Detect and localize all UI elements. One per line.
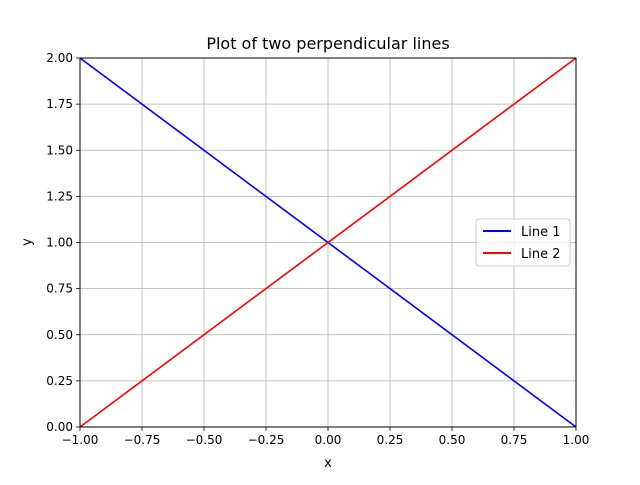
legend: Line 1 Line 2 [475,218,571,267]
x-tick-label: 0.00 [315,433,342,447]
legend-label-line-1: Line 1 [521,225,561,240]
y-axis-label: y [20,238,35,246]
x-tick-label: 0.25 [377,433,404,447]
y-tick-label: 1.75 [46,97,73,111]
y-tick-label: 2.00 [46,51,73,65]
y-tick-label: 0.50 [46,328,73,342]
x-axis-label: x [324,456,332,471]
y-tick-label: 0.00 [46,420,73,434]
x-tick-label: −0.50 [186,433,223,447]
y-tick-label: 0.25 [46,374,73,388]
x-tick-label: −0.25 [248,433,285,447]
legend-label-line-2: Line 2 [521,247,561,262]
x-tick-label: −0.75 [124,433,161,447]
y-tick-label: 1.50 [46,143,73,157]
chart-title: Plot of two perpendicular lines [206,34,449,53]
x-tick-label: 1.00 [563,433,590,447]
x-tick-label: −1.00 [62,433,99,447]
x-tick-label: 0.75 [501,433,528,447]
series-group [79,57,577,428]
y-tick-label: 1.00 [46,236,73,250]
series-line-2 [79,57,577,428]
ticks: −1.00 −0.75 −0.50 −0.25 0.00 0.25 0.50 0.75 1.00… [46,51,589,447]
x-tick-label: 0.50 [439,433,466,447]
y-tick-label: 1.25 [46,189,73,203]
y-tick-label: 0.75 [46,282,73,296]
